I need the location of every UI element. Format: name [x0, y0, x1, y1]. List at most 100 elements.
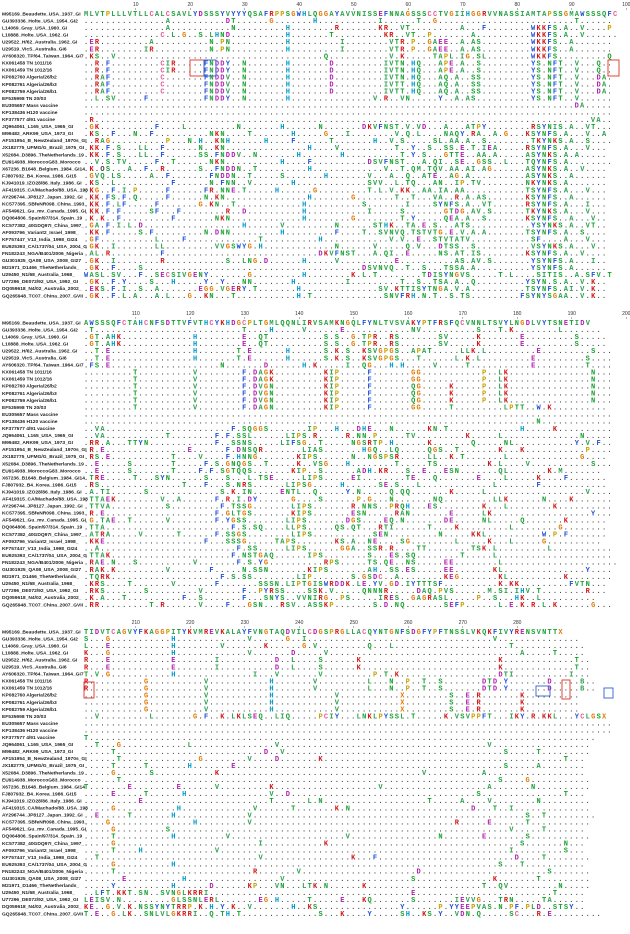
- sequence-name: U29450_N1/68_Australia_1968_: [2, 581, 75, 587]
- sequence-residues: R..........G..........V...........H.....…: [84, 685, 596, 693]
- sequence-name: M21971_D1466_TheNetherlands_: [2, 574, 79, 580]
- sequence-name: EF535998 TN 20/03: [2, 96, 46, 102]
- sequence-name: GU301925_QA08_USA_2008_GI27: [2, 258, 81, 264]
- sequence-name: JX182775_UFMG/G_Brazil_1975_GI: [2, 454, 85, 460]
- sequence-residues: ......T..............G........V....D....…: [84, 756, 586, 764]
- sequence-name: FN182243_NGA/B401/2006_Nigeria: [2, 869, 83, 875]
- sequence-residues: ..RAF.........C.......FNDDV..N.......H..…: [84, 88, 613, 96]
- position-tick-label: 120: [186, 311, 195, 317]
- sequence-residues: T.......................................…: [84, 735, 596, 743]
- sequence-residues: .KS..F...N..F..........NKN....T.......H.…: [84, 131, 607, 139]
- sequence-name: M99482_ARK99_USA_1973_GI: [2, 131, 74, 137]
- sequence-residues: .....T.....T.......H.......E............…: [84, 763, 586, 771]
- position-tick-label: 200: [622, 311, 630, 317]
- sequence-name: JQ964061_L165_USA_1965_GI: [2, 124, 74, 130]
- sequence-name: U77296_DE072/92_USA_1992_GI: [2, 588, 79, 594]
- sequence-residues: .TTAEK........V..A......F.R.I.DY......G.…: [84, 496, 613, 504]
- sequence-name: KC577395_SBfeNR098_China_1993_: [2, 202, 87, 208]
- sequence-residues: .TTVA..........S.........F.TSSG.......LI…: [84, 503, 613, 511]
- sequence-name: AF151954_B_NewZealand_1970s_GI: [2, 756, 87, 762]
- position-tick-label: 20: [187, 2, 193, 8]
- highlight-box: [603, 687, 614, 699]
- sequence-name: JQ964061_L165_USA_1965_GI: [2, 742, 74, 748]
- sequence-residues: .GT.AHK.............H........E..QT......…: [84, 341, 607, 349]
- sequence-residues: .G.TAE..T......V........F.YGSS.......LIP…: [84, 517, 607, 525]
- sequence-residues: T.......E........E......V.........K.....…: [84, 784, 591, 792]
- sequence-name: X52084_D3896_TheNetherlands_19: [2, 152, 84, 158]
- sequence-name: X67236_B1648_Belgium_1984_GI14: [2, 475, 85, 481]
- sequence-name: GU301925_QA08_USA_2008_GI27: [2, 567, 81, 573]
- sequence-residues: ..E.....S.......T.....F.S.GNQGS..T.....K…: [84, 461, 613, 469]
- sequence-name: KP082761 Algeria/26/b3: [2, 82, 57, 88]
- sequence-residues: T.E..G.LK..SNLVLGKRRI..Q.TH.T...........…: [84, 911, 602, 919]
- sequence-residues: .GK..........F....L.........N.......H...…: [84, 124, 613, 132]
- sequence-residues: .RR.........T.R......V....F...GSN...RSV.…: [84, 602, 613, 610]
- sequence-name: U29519_VicS_Australia_GI6: [2, 665, 67, 671]
- sequence-name: KC577395_SBfeNR098_China_1993_: [2, 511, 87, 517]
- sequence-name: FJ807932_B4_Korea_1986_GI15: [2, 173, 77, 179]
- sequence-name: X52084_D3896_TheNetherlands_19: [2, 770, 84, 776]
- sequence-residues: .KK.F.S...LL..F......SS.FNDDV..N.......H…: [84, 152, 607, 160]
- sequence-name: GU393336_Holte_USA_1954_GI2: [2, 636, 78, 642]
- highlight-box: [83, 681, 95, 699]
- sequence-residues: ..RAF.........C.......FNDDV..N.......H..…: [84, 74, 613, 82]
- sequence-residues: .GK..F.L.A...A.L...G..KN...T...........H…: [84, 293, 607, 301]
- sequence-residues: WASL.SV...F..SECSIVGENY.......G.........…: [84, 272, 613, 280]
- sequence-residues: .....Y..........H......D......KP...VN...…: [84, 883, 591, 891]
- sequence-residues: .........T..........V........F.DAGK.....…: [84, 376, 613, 384]
- sequence-name: KP082760 Algeria/26/b2: [2, 384, 57, 390]
- sequence-residues: .A.TI......S.............S.K.IN.....ENTL…: [84, 489, 613, 497]
- sequence-residues: .GK..F.Y....S...H.....Y..Y...NN.......H.…: [84, 279, 607, 287]
- sequence-residues: TIDVTCAGVYFKAGGPITYKVMREVKALAYFVNGTAQDVI…: [84, 629, 564, 637]
- position-tick-label: 50: [351, 2, 357, 8]
- sequence-residues: ..R.F.........CIR.....FNDDY..N.......H..…: [84, 67, 613, 75]
- position-tick-label: 220: [186, 620, 195, 626]
- sequence-name: KF757447_V13_India_1998_GI24: [2, 855, 78, 861]
- sequence-name: DQ064806_Spain/97/314_Spain_19: [2, 834, 82, 840]
- sequence-residues: .....G..........................I.......…: [84, 840, 586, 848]
- sequence-residues: ..A.........................F.SS.....LIP…: [84, 545, 613, 553]
- sequence-residues: ........................................…: [84, 720, 613, 728]
- sequence-residues: .ER.........A..........N.PN..........H..…: [84, 39, 613, 47]
- sequence-name: GQ265948_TC07_China_2007_GVII: [2, 293, 84, 299]
- sequence-residues: .........T..........V........F.DVGN.....…: [84, 390, 613, 398]
- sequence-name: KC577382_40GDQ97I_China_1997_: [2, 532, 84, 538]
- sequence-name: AF419315_CA/Machado/88_USA_198: [2, 188, 88, 194]
- sequence-residues: ...............A...........N.........H..…: [84, 25, 613, 33]
- sequence-residues: .RR.A...TTYN............F..SSNS.....LIFS…: [84, 440, 613, 448]
- sequence-residues: .........T..........V........F.DVGN.....…: [84, 397, 613, 405]
- sequence-residues: ..T.E...............H.......T.E......H..…: [84, 348, 613, 356]
- sequence-residues: .KK.F.LF.....F.......G.KN..T............…: [84, 201, 607, 209]
- sequence-residues: ........................................…: [84, 728, 613, 736]
- sequence-name: DQ059618_N4/02_Australia_2002_: [2, 595, 82, 601]
- sequence-residues: ..T...G............L...............V....…: [84, 742, 591, 750]
- sequence-residues: .....G...........H.............V......T.…: [84, 805, 591, 813]
- sequence-residues: ........................................…: [84, 102, 613, 110]
- sequence-residues: .RAE.N...S..........V.......F.S.YG......…: [84, 560, 618, 568]
- sequence-residues: ..RAG..........P...N.H..KNH......H....F.…: [84, 138, 613, 146]
- sequence-name: EF535998 TN 20/03: [2, 714, 46, 720]
- sequence-name: AF151954_B_NewZealand_1970s_GI: [2, 447, 87, 453]
- sequence-name: AF549621_Gu_mv_Canada_1995_GI: [2, 518, 87, 524]
- sequence-residues: .AL.R.........F.........................…: [84, 251, 607, 259]
- position-tick-label: 280: [513, 620, 522, 626]
- sequence-name: GU393336_Holte_USA_1954_GI2: [2, 327, 78, 333]
- sequence-name: JX182775_UFMG/G_Brazil_1975_GI: [2, 763, 85, 769]
- sequence-residues: ..LFT.KKT.SN..SVNGLKRRI.................…: [84, 890, 586, 898]
- sequence-residues: S...G...........H.............V......G..…: [84, 636, 580, 644]
- sequence-residues: .KS..L..........F......N.FNN..V.......H.…: [84, 180, 607, 188]
- sequence-name: EU914938_MoroccoG83_Morocco: [2, 777, 81, 783]
- sequence-name: KP138436 H120 vaccine: [2, 728, 58, 734]
- sequence-name: KP082759 Algeria/26/b1: [2, 398, 57, 404]
- position-tick-label: 130: [241, 311, 250, 317]
- sequence-residues: ..............C.L.G..S.LHND..........H..…: [84, 32, 618, 40]
- sequence-name: AY606320_TP/64_Taiwan_1964_GI7: [2, 54, 84, 60]
- sequence-name: KP082761 Algeria/26/b3: [2, 391, 57, 397]
- position-tick-label: 240: [295, 620, 304, 626]
- position-tick-label: 140: [295, 311, 304, 317]
- sequence-name: U77296_DE072/92_USA_1992_GI: [2, 897, 79, 903]
- sequence-residues: ..E.....T.......H.............V.........…: [84, 812, 596, 820]
- sequence-name: U29519_VicS_Australia_GI6: [2, 47, 67, 53]
- sequence-residues: .....E.....T......H...............V..D..…: [84, 791, 586, 799]
